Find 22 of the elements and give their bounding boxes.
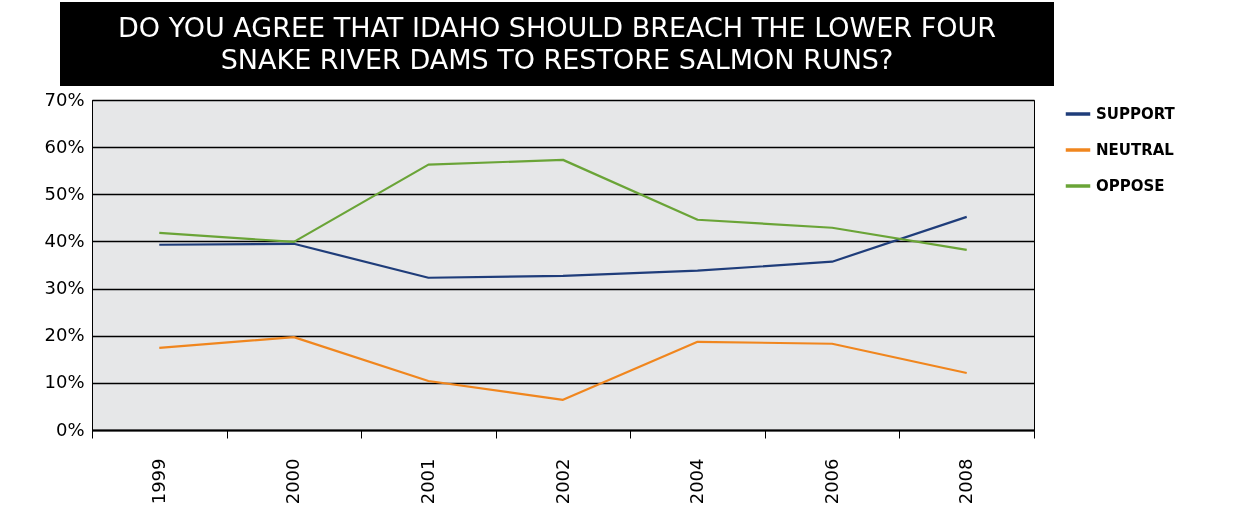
- legend-label: SUPPORT: [1096, 105, 1176, 123]
- x-tick-label: 2004: [686, 458, 708, 505]
- x-tick-label: 2000: [282, 458, 304, 505]
- line-series: [158, 215, 968, 279]
- x-tick-label: 2002: [551, 458, 573, 505]
- y-tick-label: 70%: [44, 88, 85, 110]
- line-series: [158, 158, 968, 252]
- chart-title: DO YOU AGREE THAT IDAHO SHOULD BREACH THE LOWER FOUR SNAKE RIVER DAMS TO RESTORE SALMON RUNS?: [60, 2, 1054, 86]
- y-tick-label: 20%: [44, 324, 85, 346]
- y-tick-label: 10%: [44, 371, 85, 393]
- x-tick-label: 2008: [955, 458, 977, 505]
- x-tick-label: 2006: [820, 458, 842, 505]
- line-series: [158, 336, 968, 401]
- x-tick-label: 1999: [147, 458, 169, 505]
- legend-label: NEUTRAL: [1096, 141, 1175, 159]
- y-tick-label: 40%: [44, 229, 85, 251]
- y-tick-label: 50%: [44, 182, 85, 204]
- y-tick-label: 30%: [44, 277, 85, 299]
- y-tick-label: 0%: [55, 418, 85, 440]
- x-tick-label: 2001: [416, 458, 438, 505]
- y-tick-label: 60%: [44, 135, 85, 157]
- legend-label: OPPOSE: [1096, 177, 1165, 195]
